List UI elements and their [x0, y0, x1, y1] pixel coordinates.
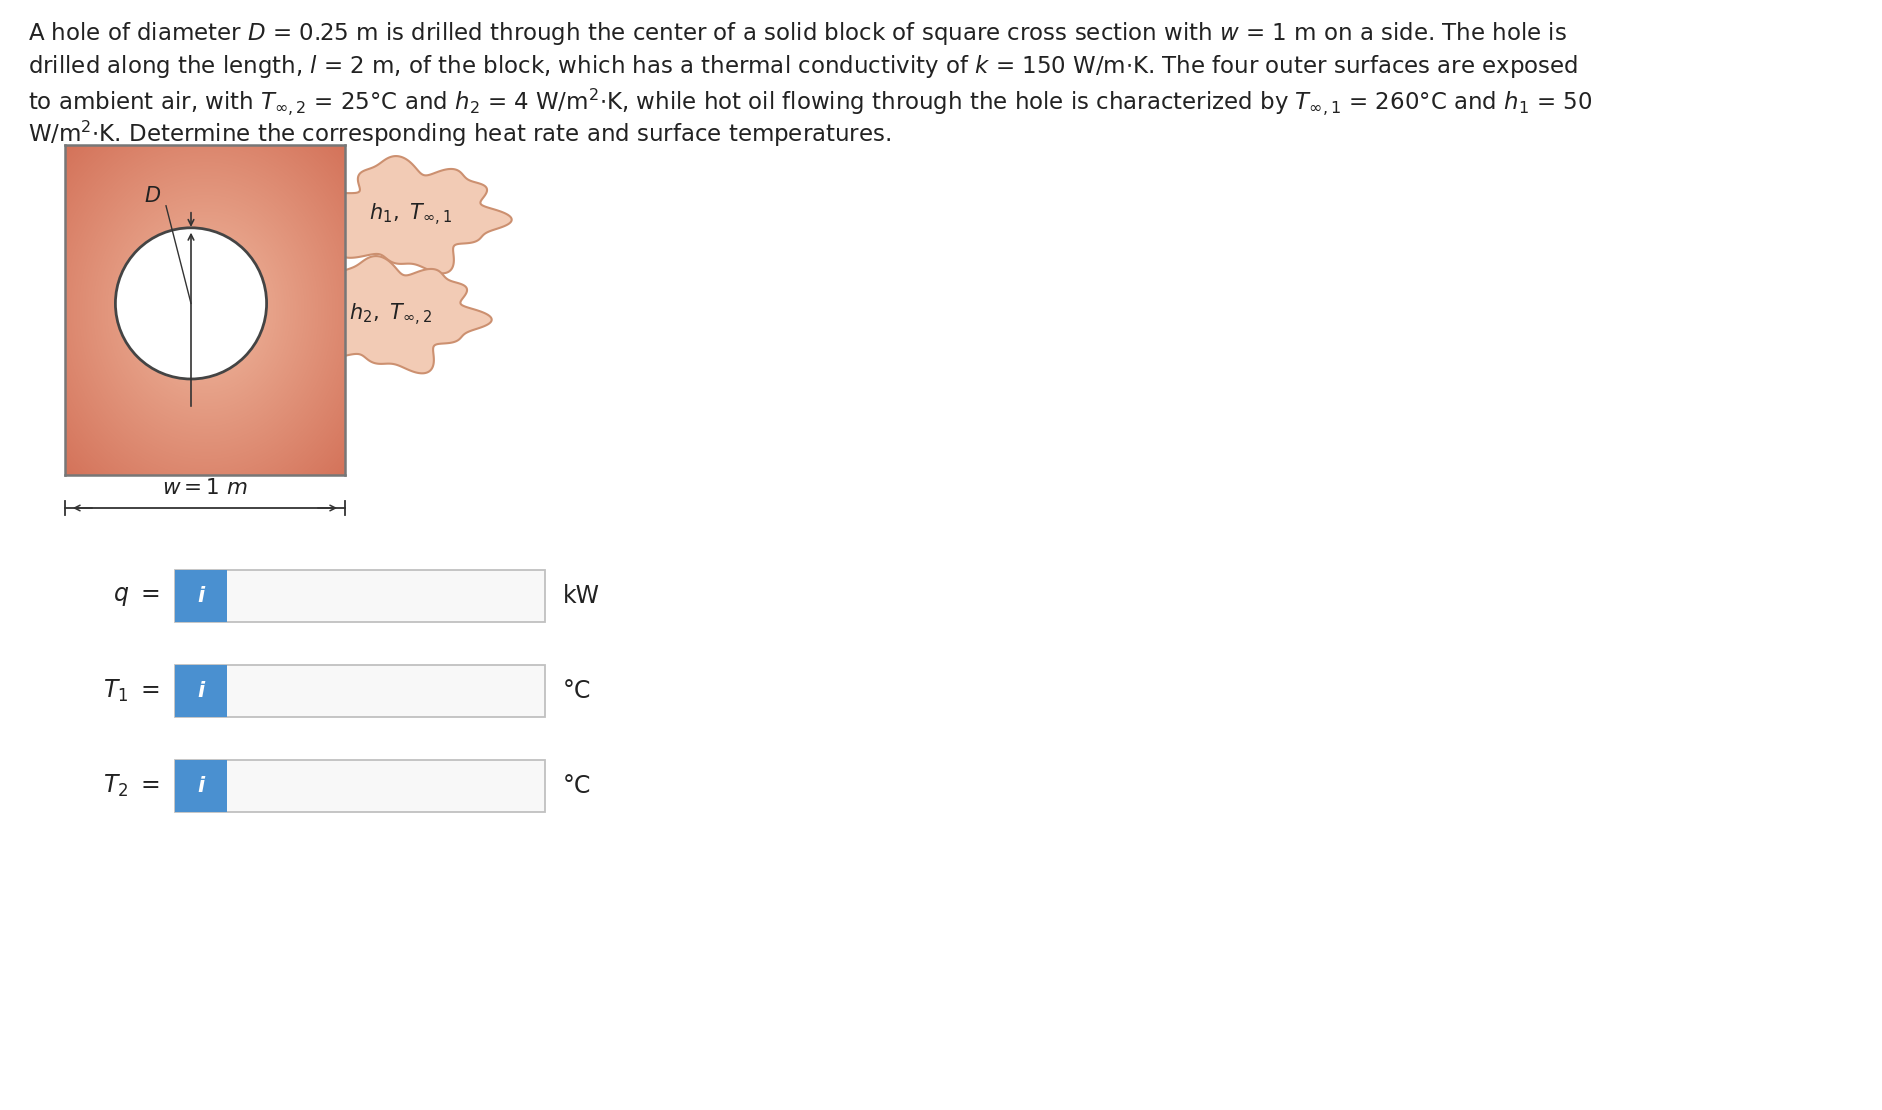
FancyBboxPatch shape — [175, 665, 228, 717]
Text: i: i — [198, 586, 205, 606]
FancyBboxPatch shape — [175, 760, 546, 813]
Text: $T_2\ =$: $T_2\ =$ — [104, 773, 160, 799]
Text: °C: °C — [563, 774, 591, 798]
Text: i: i — [198, 682, 205, 702]
Text: °C: °C — [563, 679, 591, 703]
Text: drilled along the length, $l$ = 2 m, of the block, which has a thermal conductiv: drilled along the length, $l$ = 2 m, of … — [28, 53, 1579, 80]
Text: A hole of diameter $D$ = 0.25 m is drilled through the center of a solid block o: A hole of diameter $D$ = 0.25 m is drill… — [28, 20, 1568, 47]
Text: $T_1\ =$: $T_1\ =$ — [104, 678, 160, 704]
Text: W/m$^2$$\cdot$K. Determine the corresponding heat rate and surface temperatures.: W/m$^2$$\cdot$K. Determine the correspon… — [28, 119, 892, 149]
Text: $h_2,\ T_{\infty,2}$: $h_2,\ T_{\infty,2}$ — [348, 302, 431, 329]
Text: $h_1,\ T_{\infty,1}$: $h_1,\ T_{\infty,1}$ — [369, 202, 452, 228]
Text: $D$: $D$ — [143, 185, 162, 205]
Text: i: i — [198, 776, 205, 796]
FancyBboxPatch shape — [175, 571, 546, 622]
Text: $q\ =$: $q\ =$ — [113, 584, 160, 608]
Polygon shape — [294, 256, 491, 373]
Polygon shape — [314, 157, 512, 273]
Text: kW: kW — [563, 584, 600, 608]
FancyBboxPatch shape — [175, 665, 546, 717]
Text: to ambient air, with $T_{\infty,2}$ = 25°C and $h_2$ = 4 W/m$^2$$\cdot$K, while : to ambient air, with $T_{\infty,2}$ = 25… — [28, 85, 1592, 117]
Circle shape — [115, 228, 267, 379]
Text: $w = 1$ m: $w = 1$ m — [162, 478, 248, 498]
FancyBboxPatch shape — [175, 760, 228, 813]
FancyBboxPatch shape — [175, 571, 228, 622]
